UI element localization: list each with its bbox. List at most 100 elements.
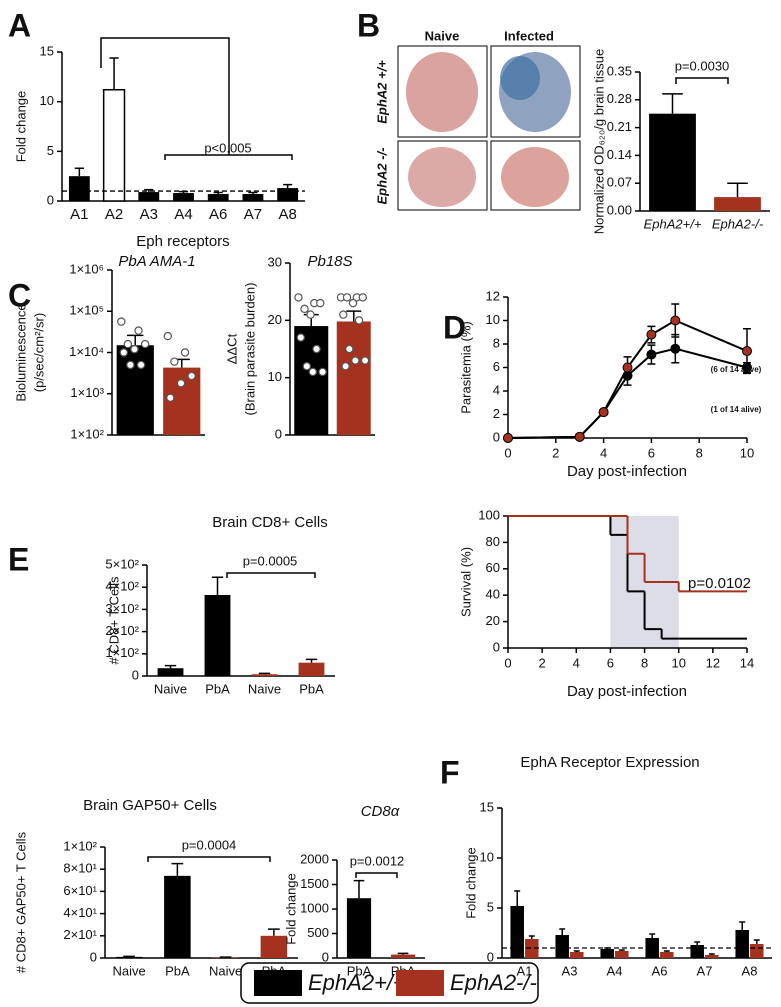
panel-letter: D: [443, 309, 466, 345]
annotation: p=0.0005: [243, 553, 298, 568]
error-bar: [708, 953, 715, 955]
x-tick-label: EphA2-/-: [712, 216, 764, 231]
x-tick-label: 6: [648, 445, 655, 460]
error-bar: [353, 879, 365, 899]
x-tick-label: A4: [607, 963, 623, 978]
data-point: [294, 293, 303, 302]
bar: [116, 345, 154, 435]
bar: [138, 192, 160, 201]
x-tick-label: 2: [539, 655, 546, 670]
data-point: [126, 360, 135, 370]
annotation: p=0.0030: [675, 58, 730, 73]
bar: [260, 935, 288, 958]
data-point: [136, 360, 146, 370]
error-bar: [663, 950, 670, 952]
chart: Brain GAP50+ Cells 0 2×10¹ 4×10¹ 6×10¹ 8×10¹ 1…: [13, 797, 298, 978]
annotation: p=0.0102: [688, 575, 751, 592]
error-bar: [739, 921, 746, 930]
chart: C PbA AMA-1 1×10² 1×10³ 1×10⁴ 1×10⁵ 1×10⁶ Biolu…: [8, 253, 205, 441]
y-tick-label: 0: [493, 639, 500, 654]
x-axis-label: Day post-infection: [567, 463, 687, 480]
data-point: [351, 356, 360, 365]
x-tick-label: 14: [740, 655, 754, 670]
y-tick-label: 8×10¹: [63, 861, 97, 876]
bar: [336, 321, 371, 435]
y-tick-label: 0: [322, 949, 329, 964]
bar: [649, 113, 696, 211]
y-tick-label: 15: [480, 799, 494, 814]
y-tick-label: 1×10⁶: [69, 261, 104, 276]
y-tick-label: 10: [486, 312, 500, 327]
x-tick-label: A2: [105, 206, 123, 223]
error-bar: [753, 939, 760, 944]
y-axis-label: Fold change: [13, 91, 28, 163]
legend-box: [240, 962, 539, 1004]
y-tick-label: 500: [307, 925, 329, 940]
bar: [510, 906, 524, 958]
x-tick-label: A8: [278, 206, 296, 223]
bar: [750, 944, 764, 958]
x-tick-label: A1: [70, 206, 88, 223]
data-point: [312, 344, 321, 354]
y-tick-label: 15: [40, 43, 54, 58]
y-tick-label: 4×10¹: [63, 905, 97, 920]
brain-image: [501, 147, 569, 207]
error-bar: [213, 191, 223, 195]
brain-images: Naive Infected EphA2 +/+ EphA2 -/-: [374, 28, 581, 211]
bar: [615, 951, 629, 958]
annotation: p=0.0004: [182, 837, 237, 852]
chart-title: CD8α: [361, 803, 400, 820]
y-tick-label: 4: [493, 382, 500, 397]
bar: [555, 935, 569, 958]
data-point: [348, 298, 358, 308]
x-tick-label: 0: [504, 655, 511, 670]
x-tick-label: PbA: [205, 681, 230, 696]
error-bar: [397, 952, 409, 955]
data-point: [123, 339, 133, 349]
y-tick-label: 1×10²: [63, 838, 97, 853]
image-column-label: Infected: [504, 28, 554, 43]
y-tick-label: 0.07: [607, 175, 632, 190]
data-point: [117, 317, 126, 326]
x-tick-label: A3: [140, 206, 158, 223]
error-bar: [694, 941, 701, 945]
x-tick-label: A3: [562, 963, 578, 978]
bar: [164, 875, 191, 958]
significance-bracket: [226, 572, 316, 578]
brain-stain: [500, 56, 540, 100]
data-point: [646, 349, 657, 360]
error-bar: [573, 950, 580, 952]
x-tick-label: A7: [244, 206, 262, 223]
y-tick-label: 12: [486, 288, 500, 303]
error-bar: [727, 182, 748, 198]
x-tick-label: 12: [706, 655, 720, 670]
y-tick-label: 0: [275, 426, 282, 441]
data-point: [354, 316, 364, 325]
x-axis-label: Eph receptors: [136, 233, 229, 250]
significance-bracket: [147, 856, 271, 862]
error-bar: [514, 890, 521, 906]
panel-letter: C: [8, 277, 31, 313]
y-tick-label: 6×10¹: [63, 883, 97, 898]
data-point: [176, 379, 186, 388]
bar: [660, 952, 674, 958]
y-tick-label: 1×10²: [105, 645, 139, 660]
chart: D 0 2 4 6 8 10 12 Parasitemia (%) Day post-infect…: [443, 288, 762, 480]
error-bar: [528, 935, 535, 939]
x-tick-label: 8: [641, 655, 648, 670]
x-tick-label: 0: [504, 445, 511, 460]
data-point: [296, 333, 305, 342]
y-tick-label: 0.21: [607, 119, 632, 134]
data-point: [342, 293, 352, 302]
data-point: [670, 343, 681, 354]
y-tick-label: 0.00: [607, 202, 632, 217]
bar: [390, 954, 416, 958]
x-tick-label: Naive: [209, 963, 242, 978]
panel-letter: B: [357, 7, 380, 43]
y-tick-label: 1000: [300, 900, 329, 915]
y-axis-label: Bioluminescence: [13, 303, 28, 401]
y-tick-label: 4×10²: [105, 579, 139, 594]
error-bar: [283, 183, 293, 189]
x-tick-label: A8: [742, 963, 758, 978]
chart-title: Brain CD8+ Cells: [212, 514, 327, 531]
